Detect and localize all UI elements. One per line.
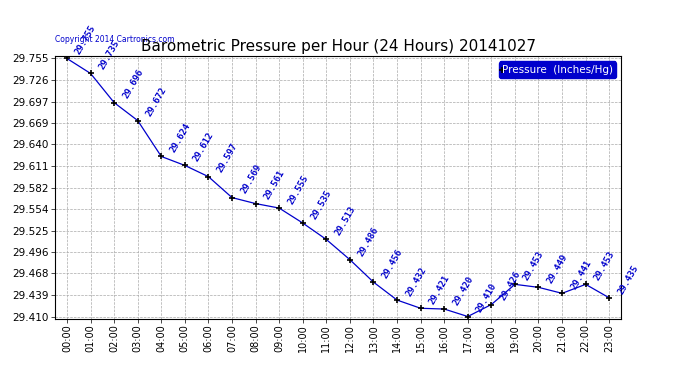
Pressure  (Inches/Hg) bbox=[322, 237, 331, 242]
Pressure  (Inches/Hg) bbox=[275, 206, 284, 210]
Line: Pressure  (Inches/Hg): Pressure (Inches/Hg) bbox=[63, 55, 613, 320]
Text: 29.569: 29.569 bbox=[239, 163, 263, 195]
Title: Barometric Pressure per Hour (24 Hours) 20141027: Barometric Pressure per Hour (24 Hours) … bbox=[141, 39, 535, 54]
Text: 29.441: 29.441 bbox=[569, 259, 593, 291]
Text: 29.426: 29.426 bbox=[498, 270, 522, 302]
Pressure  (Inches/Hg) bbox=[605, 296, 613, 300]
Legend: Pressure  (Inches/Hg): Pressure (Inches/Hg) bbox=[499, 62, 615, 78]
Text: 29.435: 29.435 bbox=[616, 263, 640, 296]
Pressure  (Inches/Hg) bbox=[369, 280, 377, 284]
Pressure  (Inches/Hg) bbox=[251, 201, 259, 206]
Pressure  (Inches/Hg) bbox=[86, 71, 95, 76]
Text: 29.421: 29.421 bbox=[428, 274, 451, 306]
Pressure  (Inches/Hg) bbox=[464, 314, 472, 319]
Text: 29.735: 29.735 bbox=[97, 39, 121, 71]
Pressure  (Inches/Hg) bbox=[63, 56, 71, 61]
Text: 29.597: 29.597 bbox=[215, 142, 239, 174]
Pressure  (Inches/Hg) bbox=[487, 302, 495, 307]
Pressure  (Inches/Hg) bbox=[134, 118, 142, 123]
Pressure  (Inches/Hg) bbox=[440, 307, 449, 311]
Pressure  (Inches/Hg) bbox=[157, 154, 166, 159]
Text: 29.555: 29.555 bbox=[286, 174, 310, 206]
Pressure  (Inches/Hg) bbox=[228, 195, 236, 200]
Pressure  (Inches/Hg) bbox=[299, 221, 307, 225]
Text: 29.755: 29.755 bbox=[74, 24, 98, 56]
Pressure  (Inches/Hg) bbox=[393, 298, 401, 302]
Pressure  (Inches/Hg) bbox=[558, 291, 566, 296]
Pressure  (Inches/Hg) bbox=[582, 282, 590, 286]
Text: 29.696: 29.696 bbox=[121, 68, 145, 100]
Text: 29.672: 29.672 bbox=[145, 86, 168, 118]
Pressure  (Inches/Hg) bbox=[534, 285, 542, 290]
Text: 29.453: 29.453 bbox=[593, 250, 616, 282]
Text: Copyright 2014 Cartronics.com: Copyright 2014 Cartronics.com bbox=[55, 36, 175, 45]
Pressure  (Inches/Hg) bbox=[204, 174, 213, 179]
Pressure  (Inches/Hg) bbox=[346, 257, 354, 262]
Pressure  (Inches/Hg) bbox=[511, 282, 519, 286]
Pressure  (Inches/Hg) bbox=[110, 100, 118, 105]
Text: 29.612: 29.612 bbox=[192, 131, 216, 163]
Text: 29.410: 29.410 bbox=[475, 282, 499, 314]
Pressure  (Inches/Hg) bbox=[417, 306, 425, 310]
Text: 29.624: 29.624 bbox=[168, 122, 192, 154]
Text: 29.456: 29.456 bbox=[380, 248, 404, 280]
Text: 29.432: 29.432 bbox=[404, 266, 428, 298]
Text: 29.513: 29.513 bbox=[333, 205, 357, 237]
Pressure  (Inches/Hg) bbox=[181, 163, 189, 168]
Text: 29.535: 29.535 bbox=[310, 188, 333, 221]
Text: 29.486: 29.486 bbox=[357, 225, 381, 258]
Text: 29.453: 29.453 bbox=[522, 250, 546, 282]
Text: 29.561: 29.561 bbox=[262, 169, 286, 201]
Text: 29.420: 29.420 bbox=[451, 274, 475, 307]
Text: 29.449: 29.449 bbox=[545, 253, 569, 285]
